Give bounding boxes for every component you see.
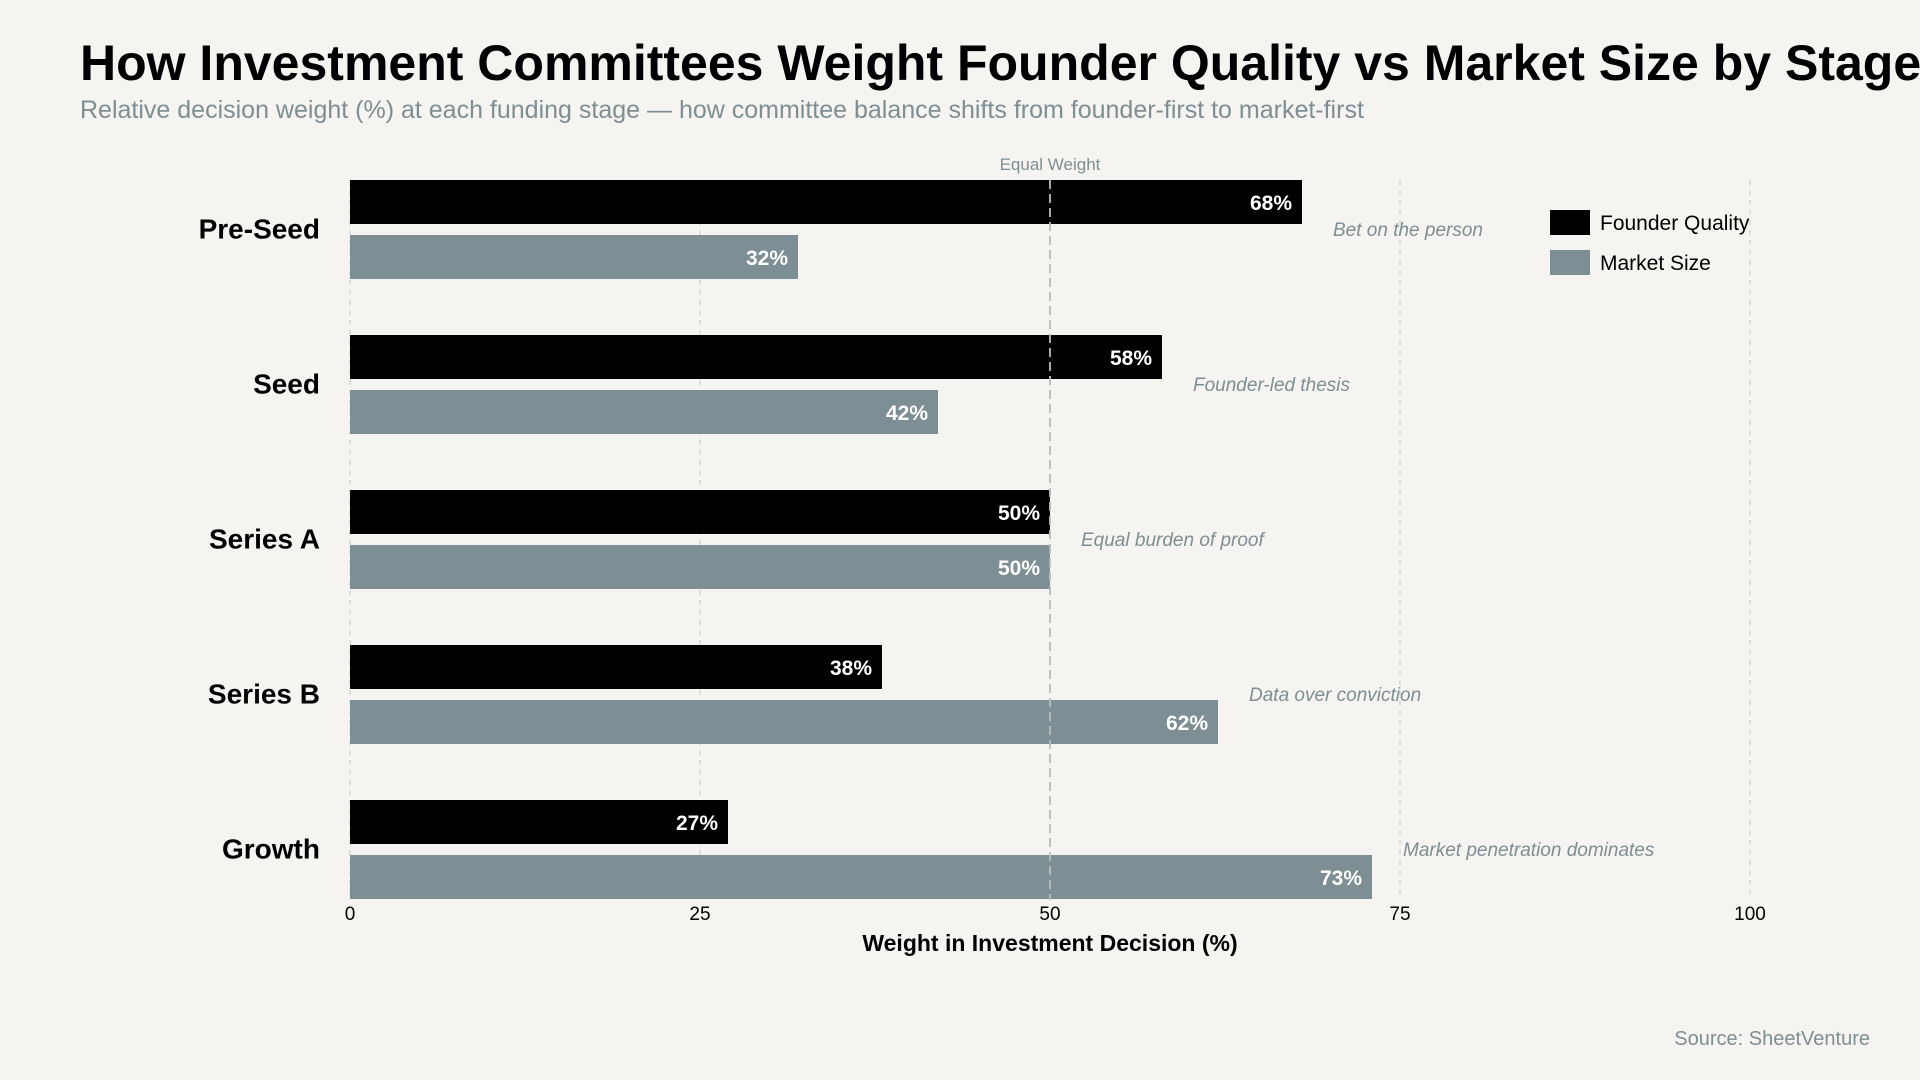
legend-label: Market Size (1600, 252, 1711, 275)
legend-label: Founder Quality (1600, 212, 1750, 235)
bar (350, 645, 882, 689)
x-tick-label: 25 (689, 904, 710, 925)
x-axis-label: Weight in Investment Decision (%) (862, 930, 1237, 956)
annotation: Founder-led thesis (1193, 375, 1351, 396)
legend-swatch (1550, 250, 1590, 275)
source-note: Source: SheetVenture (1674, 1028, 1870, 1050)
chart-subtitle: Relative decision weight (%) at each fun… (80, 96, 1364, 124)
bar (350, 800, 728, 844)
x-tick-label: 100 (1734, 904, 1766, 925)
bar (350, 235, 798, 279)
annotation: Market penetration dominates (1403, 840, 1655, 861)
category-label: Series A (209, 524, 320, 555)
bar (350, 335, 1162, 379)
bar-value-label: 50% (998, 557, 1040, 580)
x-tick-label: 50 (1039, 904, 1060, 925)
bar (350, 855, 1372, 899)
annotation: Bet on the person (1333, 220, 1483, 241)
x-tick-label: 0 (345, 904, 356, 925)
bar (350, 390, 938, 434)
bar (350, 545, 1050, 589)
bar-value-label: 73% (1320, 867, 1362, 890)
x-tick-label: 75 (1389, 904, 1410, 925)
bar-value-label: 58% (1110, 347, 1152, 370)
bar-value-label: 50% (998, 502, 1040, 525)
category-label: Pre-Seed (199, 214, 320, 245)
annotation: Equal burden of proof (1081, 530, 1265, 551)
legend-swatch (1550, 210, 1590, 235)
category-label: Growth (222, 834, 320, 865)
bar (350, 490, 1050, 534)
bar-value-label: 68% (1250, 192, 1292, 215)
category-label: Seed (253, 369, 320, 400)
bar-value-label: 32% (746, 247, 788, 270)
annotation: Data over conviction (1249, 685, 1421, 706)
category-label: Series B (208, 679, 320, 710)
bar (350, 700, 1218, 744)
bar-value-label: 27% (676, 812, 718, 835)
bar (350, 180, 1302, 224)
bar-value-label: 42% (886, 402, 928, 425)
chart-title: How Investment Committees Weight Founder… (80, 35, 1920, 91)
bar-value-label: 38% (830, 657, 872, 680)
bar-value-label: 62% (1166, 712, 1208, 735)
reference-line-label: Equal Weight (1000, 155, 1101, 174)
